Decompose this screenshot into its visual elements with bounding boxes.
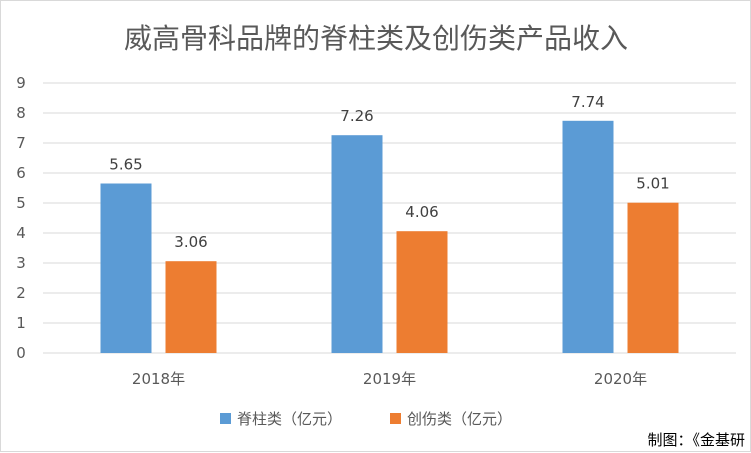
x-category-label: 2020年 [594, 370, 647, 388]
bar [627, 202, 679, 353]
y-tick-label: 6 [16, 164, 26, 182]
bar [165, 261, 217, 353]
y-tick-label: 2 [16, 284, 26, 302]
y-tick-label: 0 [16, 344, 26, 362]
data-label: 5.01 [636, 175, 669, 193]
y-tick-label: 9 [16, 74, 26, 92]
data-label: 4.06 [405, 203, 438, 221]
y-tick-label: 3 [16, 254, 26, 272]
y-tick-label: 8 [16, 104, 26, 122]
bar [396, 231, 448, 353]
y-tick-label: 7 [16, 134, 26, 152]
legend-swatch-trauma [390, 413, 401, 424]
x-category-label: 2018年 [132, 370, 185, 388]
data-label: 7.26 [340, 107, 373, 125]
data-label: 7.74 [571, 93, 604, 111]
legend: 脊柱类（亿元） 创伤类（亿元） [220, 410, 512, 428]
legend-label-spine: 脊柱类（亿元） [237, 410, 342, 428]
x-axis-categories: 2018年 2019年 2020年 [132, 370, 647, 388]
x-category-label: 2019年 [363, 370, 416, 388]
chart-title: 威高骨科品牌的脊柱类及创伤类产品收入 [124, 22, 628, 55]
data-labels: 5.65 3.06 7.26 4.06 7.74 5.01 [109, 93, 669, 251]
data-label: 3.06 [174, 233, 207, 251]
data-label: 5.65 [109, 156, 142, 174]
bars [100, 120, 679, 353]
y-tick-label: 1 [16, 314, 26, 332]
bar [100, 183, 152, 353]
gridlines [43, 82, 736, 354]
legend-swatch-spine [220, 413, 231, 424]
bar [331, 135, 383, 353]
y-axis-ticks: 0 1 2 3 4 5 6 7 8 9 [16, 74, 26, 362]
credit-text: 制图：《金基研 [647, 431, 745, 449]
legend-label-trauma: 创伤类（亿元） [407, 410, 512, 428]
y-tick-label: 4 [16, 224, 26, 242]
y-tick-label: 5 [16, 194, 26, 212]
bar [562, 120, 614, 353]
